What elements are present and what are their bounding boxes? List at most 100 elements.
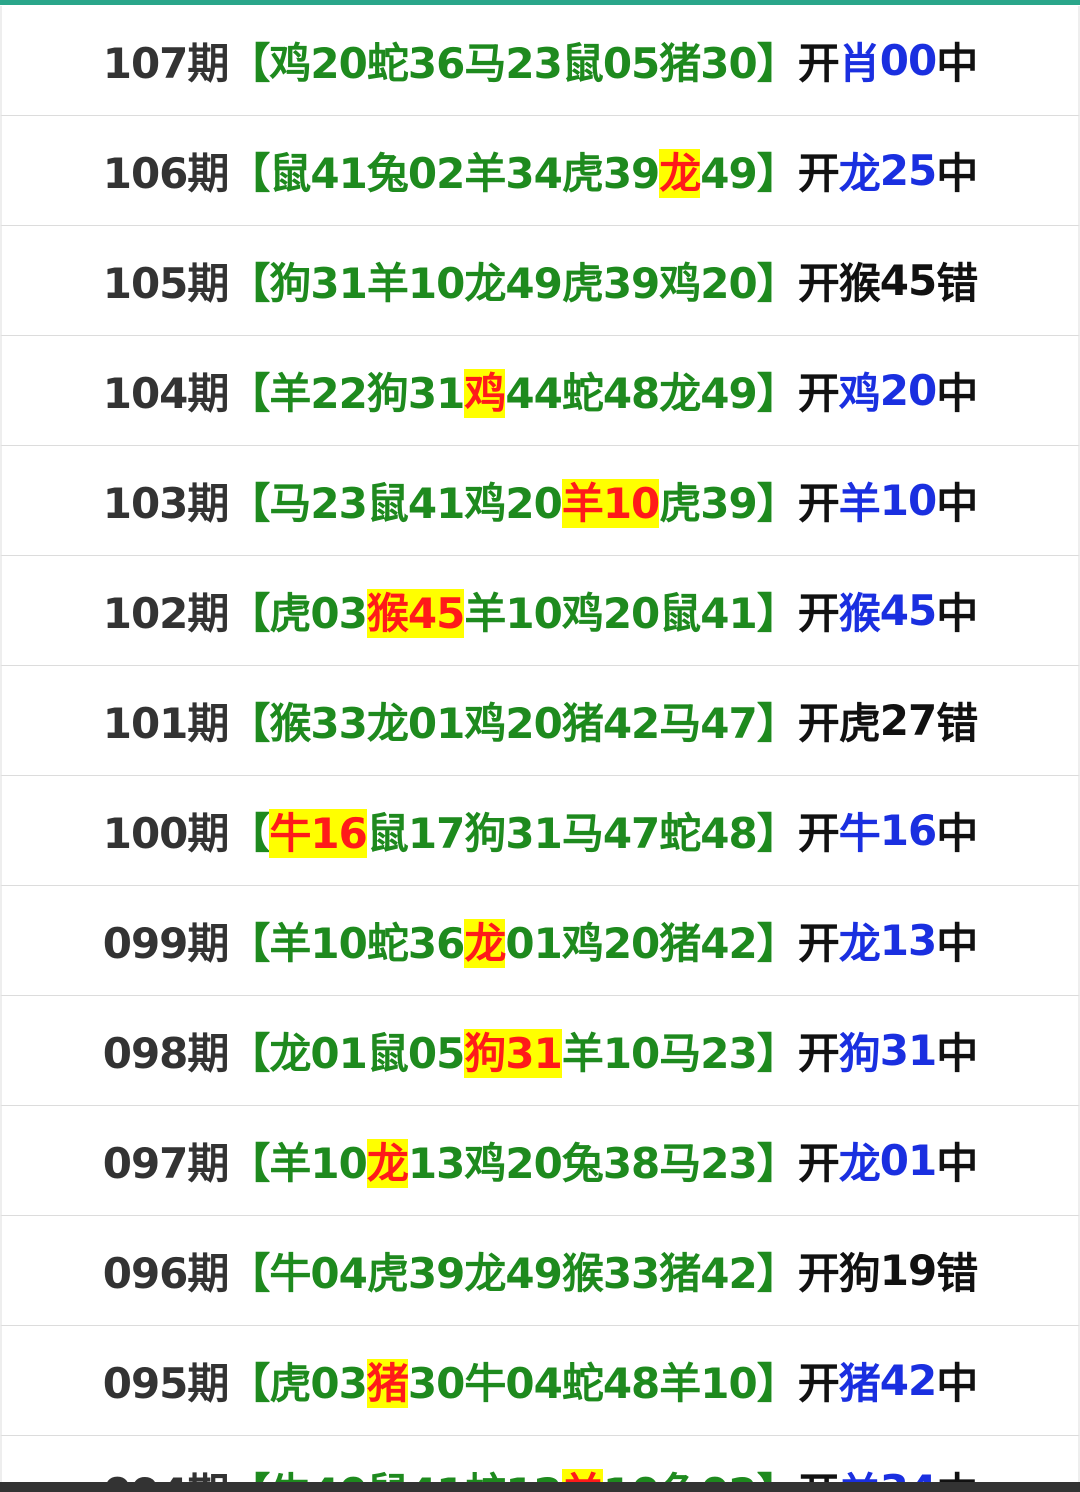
- bracket-open: 【: [228, 589, 270, 638]
- pick: 羊34: [464, 140, 562, 201]
- pick-number: 49: [700, 149, 757, 198]
- pick-number: 23: [700, 1139, 757, 1188]
- pick-number: 01: [505, 919, 562, 968]
- pick-number: 38: [602, 1139, 660, 1188]
- bracket-close: 】: [756, 259, 799, 308]
- pick-number: 36: [407, 39, 465, 88]
- draw-label: 开: [797, 479, 840, 528]
- draw-label: 开: [797, 1359, 840, 1408]
- bracket-close: 】: [756, 1249, 799, 1298]
- pick-number: 22: [310, 369, 367, 418]
- pick-animal: 牛: [269, 1249, 311, 1298]
- pick-number: 49: [700, 369, 757, 418]
- pick: 蛇48: [562, 360, 660, 421]
- pick-number: 10: [310, 919, 367, 968]
- pick-animal: 鸡: [464, 479, 506, 528]
- pick-number: 39: [602, 149, 660, 198]
- period: 102期: [102, 589, 230, 638]
- period: 107期: [102, 39, 230, 88]
- row: 096期【牛04 虎39 龙49 猴33 猪42】开狗 19 错: [0, 1216, 1080, 1326]
- pick: 兔38: [562, 1130, 660, 1191]
- draw-label: 开: [797, 39, 840, 88]
- verdict: 中: [936, 1029, 978, 1078]
- draw-label: 开: [797, 1249, 840, 1298]
- pick-number: 33: [602, 1249, 660, 1298]
- pick: 蛇48: [562, 1350, 660, 1411]
- pick-animal: 虎: [659, 479, 701, 528]
- verdict: 中: [936, 1359, 978, 1408]
- result-number: 25: [879, 146, 937, 195]
- pick-number: 49: [505, 259, 562, 308]
- pick: 鸡20: [561, 910, 660, 971]
- row: 095期【虎03 猪30 牛04 蛇48 羊10】开猪 42 中: [0, 1326, 1080, 1436]
- pick: 虎03: [269, 1350, 367, 1411]
- pick-number: 30: [407, 1359, 465, 1408]
- pick-animal: 狗: [366, 369, 409, 418]
- pick: 鸡20: [464, 470, 562, 531]
- pick: 羊10: [561, 470, 660, 531]
- pick-number: 10: [700, 1359, 757, 1408]
- period: 101期: [102, 699, 230, 748]
- verdict: 中: [936, 809, 978, 858]
- pick: 龙49: [464, 250, 562, 311]
- pick: 龙01: [269, 1020, 367, 1081]
- result-animal: 狗: [838, 1029, 881, 1078]
- row: 100期【牛16 鼠17 狗31 马47 蛇48】开牛 16 中: [0, 776, 1080, 886]
- pick: 龙01: [366, 690, 465, 751]
- pick-number: 05: [602, 39, 660, 88]
- row: 099期【羊10 蛇36 龙01 鸡20 猪42】开龙 13 中: [0, 886, 1080, 996]
- pick: 鸡20: [464, 690, 562, 751]
- pick-animal: 鸡: [561, 919, 604, 968]
- pick-number: 49: [505, 1249, 562, 1298]
- bracket-close: 】: [756, 479, 799, 528]
- pick-number: 33: [310, 699, 367, 748]
- pick: 羊10: [562, 1020, 660, 1081]
- result-animal: 虎: [838, 699, 881, 748]
- bracket-close: 】: [756, 1029, 799, 1078]
- pick-animal: 猴: [561, 1249, 604, 1298]
- pick-number: 10: [310, 1139, 367, 1188]
- pick-animal: 羊: [366, 259, 409, 308]
- pick: 鼠41: [269, 140, 367, 201]
- pick-animal: 鼠: [366, 479, 409, 528]
- pick-number: 23: [505, 39, 562, 88]
- result-animal: 猴: [838, 259, 881, 308]
- pick-animal: 鸡: [464, 699, 506, 748]
- pick-animal: 羊: [269, 369, 311, 418]
- pick: 虎39: [562, 250, 660, 311]
- pick-animal: 鸡: [269, 39, 311, 88]
- pick-number: 16: [310, 809, 367, 858]
- pick: 羊10: [464, 580, 562, 641]
- pick: 龙13: [366, 1130, 465, 1191]
- bottom-bar: [0, 1482, 1080, 1492]
- result-animal: 羊: [838, 479, 881, 528]
- draw-label: 开: [797, 919, 840, 968]
- row: 097期【羊10 龙13 鸡20 兔38 马23】开龙 01 中: [0, 1106, 1080, 1216]
- draw-label: 开: [797, 149, 840, 198]
- pick-number: 39: [407, 1249, 465, 1298]
- pick-animal: 龙: [269, 1029, 311, 1078]
- pick: 蛇36: [367, 910, 465, 971]
- bracket-close: 】: [756, 919, 799, 968]
- pick-number: 47: [700, 699, 757, 748]
- bracket-close: 】: [756, 699, 799, 748]
- draw-label: 开: [797, 1029, 840, 1078]
- pick-animal: 鼠: [366, 1029, 409, 1078]
- pick-number: 48: [602, 1359, 660, 1408]
- pick-number: 13: [407, 1139, 465, 1188]
- pick: 虎39: [659, 470, 757, 531]
- pick: 鼠41: [366, 470, 465, 531]
- pick-number: 47: [602, 809, 660, 858]
- pick-animal: 龙: [366, 699, 409, 748]
- period: 097期: [102, 1139, 230, 1188]
- pick-number: 39: [602, 259, 660, 308]
- bracket-close: 】: [756, 589, 799, 638]
- draw-label: 开: [797, 1139, 840, 1188]
- pick: 猴33: [269, 690, 367, 751]
- pick: 虎39: [562, 140, 660, 201]
- pick: 狗31: [366, 360, 465, 421]
- pick: 鸡44: [464, 360, 563, 421]
- pick-animal: 鼠: [659, 589, 701, 638]
- pick-animal: 牛: [269, 809, 311, 858]
